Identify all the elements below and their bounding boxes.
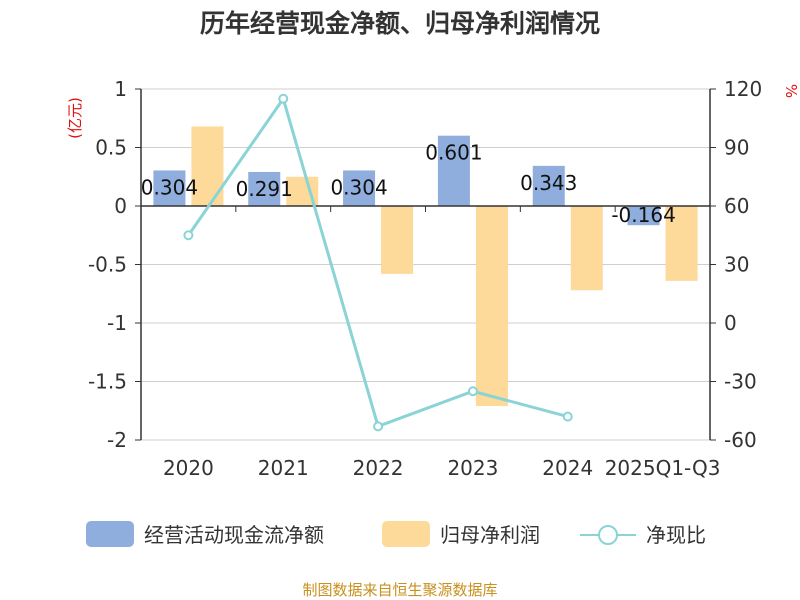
left-tick-label: 1 [114, 77, 127, 101]
netprofit-bar[interactable] [665, 206, 698, 281]
left-tick-label: -1.5 [88, 370, 127, 394]
legend[interactable]: 经营活动现金流净额 归母净利润 净现比 [86, 521, 706, 547]
left-tick-label: -0.5 [88, 253, 127, 277]
ratio-point[interactable] [278, 93, 289, 104]
cashflow-data-label: 0.601 [425, 141, 482, 165]
legend-swatch-cashflow [86, 521, 134, 547]
left-tick-label: 0.5 [95, 136, 127, 160]
ratio-point[interactable] [373, 421, 384, 432]
bars [153, 126, 698, 407]
right-tick-label: -30 [724, 370, 757, 394]
legend-label-netprofit[interactable]: 归母净利润 [440, 523, 540, 547]
cashflow-data-label: -0.164 [611, 203, 675, 227]
cashflow-data-label: 0.304 [330, 175, 387, 199]
right-tick-label: 60 [724, 194, 749, 218]
right-tick-label: 90 [724, 136, 749, 160]
chart-title: 历年经营现金净额、归母净利润情况 [200, 9, 600, 38]
netprofit-bar[interactable] [381, 206, 414, 274]
cashflow-bar[interactable] [627, 206, 660, 226]
right-tick-label: 30 [724, 253, 749, 277]
right-tick-label: 0 [724, 311, 737, 335]
cashflow-data-label: 0.291 [236, 177, 293, 201]
axes: 1 0.5 0 -0.5 -1 -1.5 -2 120 90 60 30 0 -30 -60 2020 202… [88, 77, 762, 480]
ratio-point[interactable] [183, 230, 194, 241]
left-tick-label: -1 [107, 311, 127, 335]
x-tick-label: 2022 [353, 456, 404, 480]
ratio-point[interactable] [467, 386, 478, 397]
x-tick-label: 2020 [163, 456, 214, 480]
cashflow-bar[interactable] [437, 135, 470, 206]
right-tick-label: -60 [724, 428, 757, 452]
ratio-line [183, 93, 573, 432]
legend-label-cashflow[interactable]: 经营活动现金流净额 [144, 523, 324, 547]
x-tick-label: 2025Q1-Q3 [605, 456, 721, 480]
right-axis-unit: % [782, 84, 800, 98]
left-tick-label: -2 [107, 428, 127, 452]
cashflow-bar[interactable] [248, 171, 281, 206]
cashflow-bar[interactable] [532, 165, 565, 206]
cashflow-bar[interactable] [153, 170, 186, 206]
cashflow-data-label: 0.304 [141, 175, 198, 199]
netprofit-bar[interactable] [570, 206, 603, 291]
source-note: 制图数据来自恒生聚源数据库 [302, 581, 497, 599]
left-axis-unit: (亿元) [66, 97, 84, 139]
data-labels: 0.304 0.291 0.304 0.601 0.343 -0.164 [141, 141, 676, 227]
x-tick-label: 2021 [258, 456, 309, 480]
cashflow-data-label: 0.343 [520, 171, 577, 195]
legend-marker-ratio [598, 525, 618, 545]
x-tick-label: 2024 [542, 456, 593, 480]
legend-swatch-netprofit [382, 521, 430, 547]
cashflow-bar[interactable] [343, 170, 376, 206]
ratio-point[interactable] [562, 411, 573, 422]
legend-label-ratio[interactable]: 净现比 [646, 523, 706, 547]
left-tick-label: 0 [114, 194, 127, 218]
netprofit-bar[interactable] [475, 206, 508, 407]
right-tick-label: 120 [724, 77, 762, 101]
x-tick-label: 2023 [447, 456, 498, 480]
